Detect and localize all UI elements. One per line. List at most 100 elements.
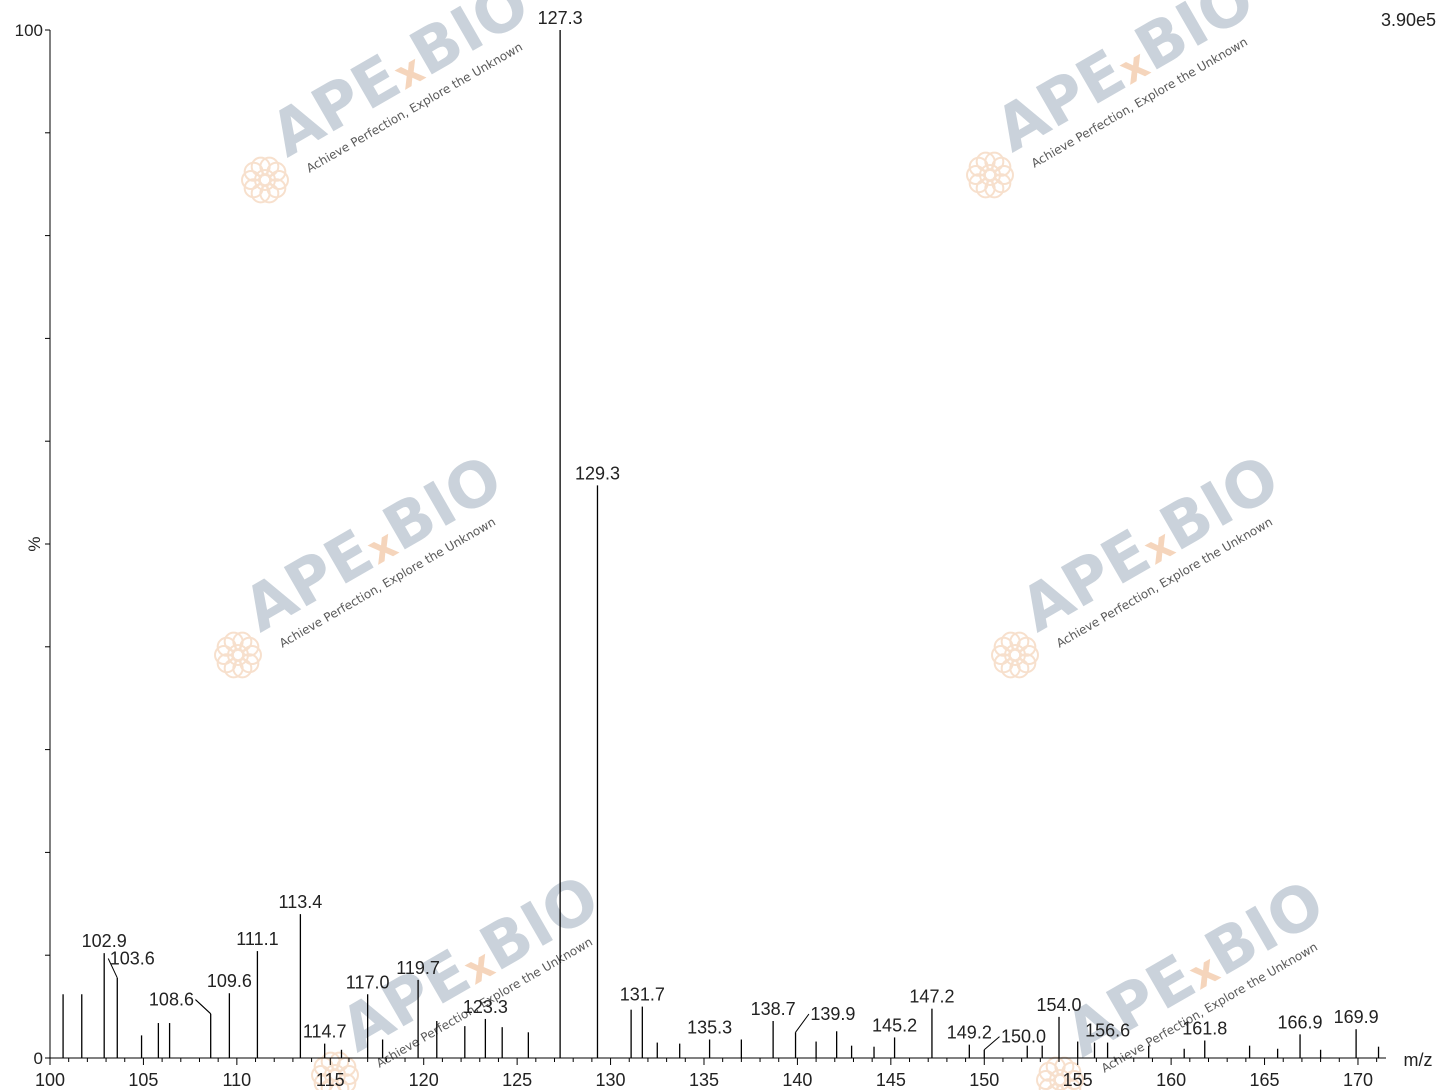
watermark-petal bbox=[232, 631, 253, 652]
watermark-petal bbox=[975, 178, 996, 199]
watermark-petal bbox=[1038, 1078, 1059, 1090]
watermark-petal bbox=[269, 170, 289, 190]
watermark-petal bbox=[991, 645, 1011, 665]
peak-label: 166.9 bbox=[1278, 1012, 1323, 1032]
peak-label: 149.2 bbox=[947, 1023, 992, 1043]
peak-label: 161.8 bbox=[1182, 1019, 1227, 1039]
watermark-petal bbox=[239, 636, 260, 657]
peak-label: 154.0 bbox=[1036, 995, 1081, 1015]
y-axis-label: % bbox=[25, 536, 44, 551]
peak-label: 127.3 bbox=[538, 8, 583, 28]
watermark-petal bbox=[227, 644, 249, 666]
watermark-petal bbox=[320, 1078, 341, 1090]
peak-label: 169.9 bbox=[1334, 1007, 1379, 1027]
peak-label: 129.3 bbox=[575, 463, 620, 483]
watermark-petal bbox=[1036, 1070, 1056, 1090]
watermark-petal bbox=[339, 1065, 359, 1085]
peak-label: 156.6 bbox=[1085, 1021, 1130, 1041]
watermark-brand: APExBIO bbox=[258, 0, 541, 171]
peak-label: 102.9 bbox=[82, 931, 127, 951]
watermark-flower-icon bbox=[966, 151, 1014, 199]
peak-label: 131.7 bbox=[620, 985, 665, 1005]
peak-label: 138.7 bbox=[751, 999, 796, 1019]
x-tick-label: 170 bbox=[1343, 1070, 1373, 1090]
watermark-petal bbox=[1064, 1070, 1084, 1090]
watermark-petal bbox=[1054, 1083, 1074, 1090]
watermark-petal bbox=[216, 653, 237, 674]
peak-label: 145.2 bbox=[872, 1015, 917, 1035]
watermark-flower-icon bbox=[214, 631, 262, 679]
x-axis-label: m/z bbox=[1404, 1050, 1433, 1070]
watermark-flower-icon bbox=[311, 1051, 359, 1090]
x-tick-label: 135 bbox=[689, 1070, 719, 1090]
x-tick-label: 110 bbox=[223, 1070, 252, 1090]
peak-label: 108.6 bbox=[149, 990, 194, 1010]
peak-label-leader bbox=[983, 1036, 1000, 1051]
axes: 0 100 100 105 110 115 120 125 130 135 140 145 150 155… bbox=[15, 10, 1436, 1090]
watermark-petal bbox=[1046, 1083, 1066, 1090]
peak-series bbox=[62, 30, 1380, 1058]
watermark-flower-icon bbox=[991, 631, 1039, 679]
watermark-petal bbox=[250, 183, 271, 204]
y-tick-label: 100 bbox=[15, 21, 43, 40]
x-tick-label: 115 bbox=[316, 1070, 345, 1090]
peak-label: 114.7 bbox=[303, 1022, 347, 1042]
watermark-petal bbox=[214, 645, 234, 665]
peak-label-leader bbox=[195, 999, 212, 1015]
watermark-petal bbox=[223, 658, 244, 679]
y-tick-label: 0 bbox=[34, 1049, 43, 1068]
peak-label-leader bbox=[795, 1013, 810, 1033]
watermark-petal bbox=[1004, 644, 1026, 666]
watermark-petal bbox=[984, 151, 1005, 172]
watermark-brand: APExBIO bbox=[328, 861, 611, 1067]
watermark-petal bbox=[1009, 631, 1030, 652]
watermark-petal bbox=[254, 169, 276, 191]
watermark-petal bbox=[1000, 658, 1021, 679]
watermark-petal bbox=[966, 165, 986, 185]
watermark-petal bbox=[1061, 1061, 1082, 1082]
watermark-petal bbox=[1019, 645, 1039, 665]
x-tick-label: 130 bbox=[596, 1070, 626, 1090]
watermark-petal bbox=[313, 1073, 334, 1090]
watermark-petal bbox=[242, 645, 262, 665]
watermark-petal bbox=[979, 164, 1001, 186]
peak-label: 109.6 bbox=[207, 971, 252, 991]
peak-label: 150.0 bbox=[1001, 1027, 1046, 1047]
intensity-label: 3.90e5 bbox=[1381, 10, 1436, 30]
watermark-petal bbox=[243, 178, 264, 199]
x-tick-label: 125 bbox=[502, 1070, 532, 1090]
watermark-flower-icon bbox=[241, 156, 289, 204]
x-tick-label: 140 bbox=[782, 1070, 812, 1090]
watermark-petal bbox=[259, 156, 280, 177]
watermark-petal bbox=[266, 161, 287, 182]
watermark-petal bbox=[993, 653, 1014, 674]
peak-label: 147.2 bbox=[909, 987, 954, 1007]
peak-label: 103.6 bbox=[110, 949, 155, 969]
x-tick-label: 160 bbox=[1156, 1070, 1186, 1090]
watermark-petal bbox=[241, 170, 261, 190]
peak-label: 119.7 bbox=[396, 958, 440, 978]
watermark-petal bbox=[324, 1064, 346, 1086]
watermark-brand: APExBIO bbox=[1008, 441, 1291, 647]
peak-label: 135.3 bbox=[687, 1017, 732, 1037]
x-tick-label: 150 bbox=[969, 1070, 999, 1090]
peak-label: 113.4 bbox=[279, 892, 323, 912]
watermark-brand: APExBIO bbox=[983, 0, 1266, 166]
x-tick-label: 155 bbox=[1063, 1070, 1093, 1090]
x-tick-label: 105 bbox=[128, 1070, 158, 1090]
watermark-petal bbox=[311, 1065, 331, 1085]
peak-label: 123.3 bbox=[463, 997, 508, 1017]
x-tick-label: 120 bbox=[409, 1070, 439, 1090]
peak-label: 111.1 bbox=[236, 929, 278, 949]
watermark-petal bbox=[968, 173, 989, 194]
watermark-petal bbox=[1049, 1069, 1071, 1090]
watermark-petal bbox=[1016, 636, 1037, 657]
